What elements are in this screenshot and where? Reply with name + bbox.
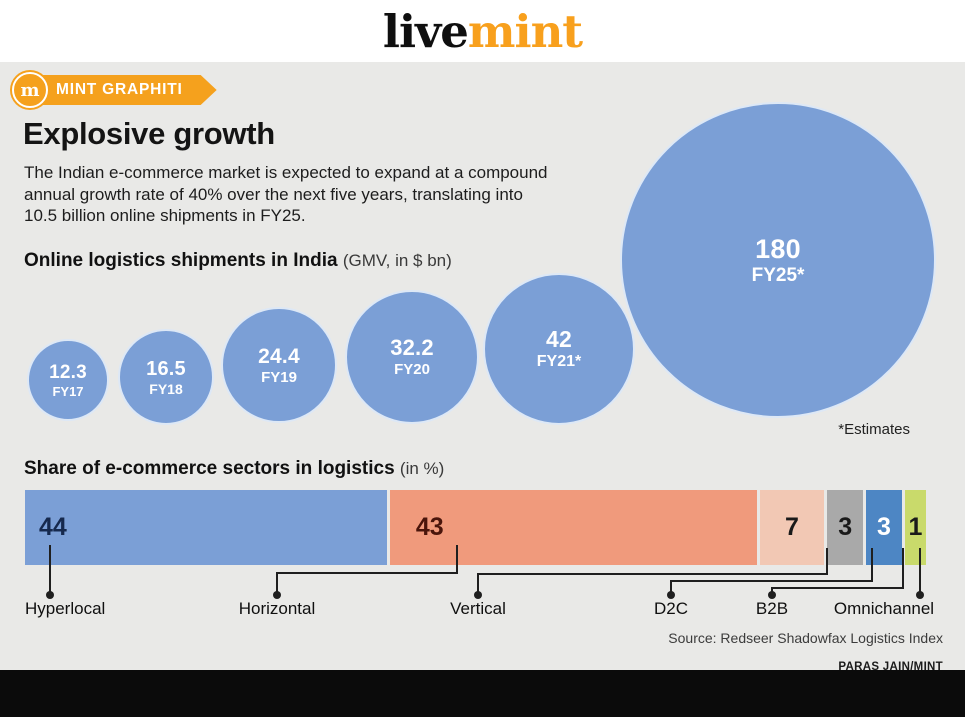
masthead: live mint bbox=[0, 0, 965, 62]
bar-segment-omnichannel: 1 bbox=[904, 490, 927, 565]
bubble-value: 32.2 bbox=[390, 335, 434, 360]
bubble-label: FY19 bbox=[261, 368, 297, 386]
intro-line-1: The Indian e-commerce market is expected… bbox=[24, 163, 548, 182]
bubble-chart-heading: Online logistics shipments in India (GMV… bbox=[24, 250, 452, 272]
bubble-label: FY17 bbox=[52, 383, 84, 399]
credit-text: PARAS JAIN/MINT bbox=[838, 661, 943, 670]
masthead-live: live bbox=[382, 4, 469, 58]
monogram-letter: m bbox=[20, 79, 40, 101]
bar-segment-value: 44 bbox=[39, 513, 67, 541]
masthead-mint: mint bbox=[467, 4, 583, 58]
bottom-bar bbox=[0, 670, 965, 717]
bar-label-d2c: D2C bbox=[653, 599, 689, 618]
bubble-FY19: 24.4 FY19 bbox=[221, 307, 337, 423]
leader-lines bbox=[46, 545, 924, 599]
stacked-bar: 44 43 7 3 3 1 bbox=[25, 490, 927, 565]
bar-label-hyperlocal: Hyperlocal bbox=[25, 599, 106, 618]
bubble-label: FY18 bbox=[149, 380, 183, 397]
intro-line-3: 10.5 billion online shipments in FY25. bbox=[24, 206, 306, 225]
bar-label-vertical: Vertical bbox=[450, 599, 506, 618]
bar-segment-value: 7 bbox=[784, 513, 799, 541]
bubble-chart: 12.3 FY17 16.5 FY18 24.4 FY19 32.2 FY20 42 FY21* 1… bbox=[0, 62, 965, 670]
mint-monogram-icon: m bbox=[12, 72, 48, 108]
bubble-FY17: 12.3 FY17 bbox=[27, 339, 109, 421]
bubble-FY18: 16.5 FY18 bbox=[118, 329, 214, 425]
bar-chart-heading: Share of e-commerce sectors in logistics… bbox=[24, 458, 444, 480]
bar-label-b2b: B2B bbox=[755, 599, 789, 618]
source-text: Source: Redseer Shadowfax Logistics Inde… bbox=[668, 630, 943, 646]
bubble-FY21: 42 FY21* bbox=[483, 273, 635, 425]
bar-category-labels: Hyperlocal Horizontal Vertical D2C B2B Omnich… bbox=[0, 599, 965, 623]
bar-segment-value: 3 bbox=[877, 513, 891, 541]
bar-segment-hyperlocal: 44 bbox=[25, 490, 387, 565]
intro-text: The Indian e-commerce market is expected… bbox=[24, 162, 548, 227]
bar-segment-d2c: 3 bbox=[827, 490, 864, 565]
bubble-label: FY20 bbox=[394, 361, 430, 378]
bar-label-omnichannel: Omnichannel bbox=[833, 599, 935, 618]
bar-segment-vertical: 7 bbox=[759, 490, 825, 565]
mint-graphiti-badge: m MINT GRAPHITI bbox=[12, 72, 217, 108]
bubble-label: FY21* bbox=[536, 353, 582, 370]
bubble-value: 42 bbox=[546, 326, 572, 352]
bar-segment-value: 43 bbox=[415, 513, 444, 541]
intro-line-2: annual growth rate of 40% over the next … bbox=[24, 184, 523, 204]
bar-segment-horizontal: 43 bbox=[389, 490, 757, 565]
bar-segment-value: 1 bbox=[908, 513, 923, 541]
page-title: Explosive growth bbox=[23, 116, 275, 151]
bubble-heading-text: Online logistics shipments in India bbox=[24, 250, 338, 271]
bar-heading-text: Share of e-commerce sectors in logistics bbox=[24, 458, 395, 479]
bubble-value: 16.5 bbox=[146, 357, 186, 380]
bar-heading-unit: (in %) bbox=[399, 459, 445, 478]
bubble-FY20: 32.2 FY20 bbox=[345, 290, 479, 424]
graphic-canvas: m MINT GRAPHITI Explosive growth The Ind… bbox=[0, 62, 965, 670]
bubble-value: 180 bbox=[755, 233, 801, 264]
bar-label-horizontal: Horizontal bbox=[238, 599, 316, 618]
estimates-footnote: *Estimates bbox=[838, 421, 910, 438]
bar-segment-value: 3 bbox=[838, 513, 853, 541]
bubble-value: 24.4 bbox=[258, 344, 300, 368]
bubble-heading-unit: (GMV, in $ bn) bbox=[342, 251, 452, 270]
bubble-value: 12.3 bbox=[49, 361, 87, 383]
badge-label: MINT GRAPHITI bbox=[38, 75, 217, 105]
bubble-label: FY25* bbox=[751, 264, 805, 286]
bubble-FY25: 180 FY25* bbox=[620, 102, 936, 418]
